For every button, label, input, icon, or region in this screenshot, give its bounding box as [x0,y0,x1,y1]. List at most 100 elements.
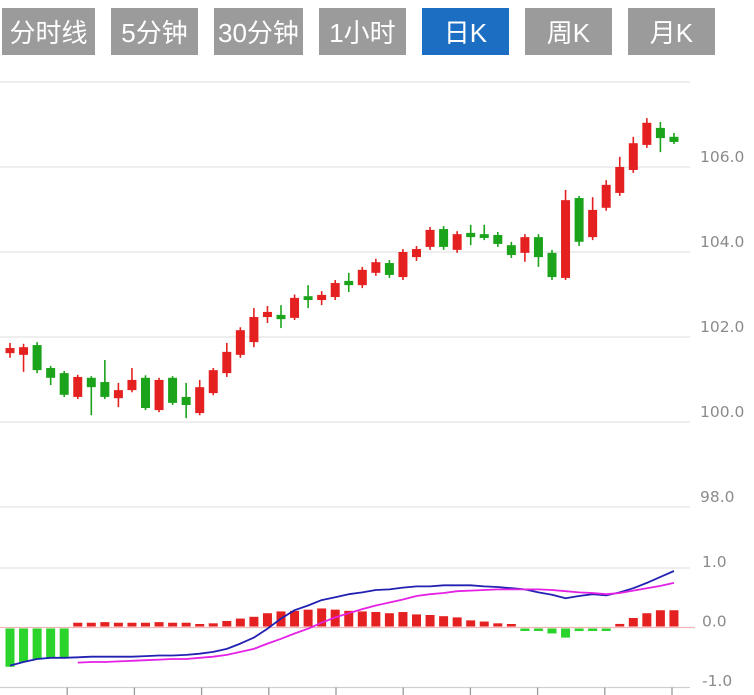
candle-body [290,297,300,318]
macd-hist-bar [59,628,69,658]
candle-body [168,377,178,403]
candle-body [452,234,462,250]
candle [493,232,503,247]
macd-hist-bar [262,613,272,627]
candle [655,121,665,153]
macd-hist-bar [628,617,638,627]
tab-7[interactable]: 月K [627,8,715,55]
macd-hist-bar [669,610,679,627]
candle-body [384,263,394,275]
macd-hist-bar [195,624,205,627]
candle-body [412,249,421,258]
candle [533,234,543,267]
candle [46,365,56,386]
candle [588,197,598,241]
candle-body [262,311,272,318]
candle [357,266,367,289]
candle-body [317,294,327,301]
candle [371,258,381,276]
tab-1[interactable]: 分时线 [2,8,95,55]
candle [466,224,476,246]
macd-hist-bar [601,628,611,631]
candle [19,343,29,372]
macd-hist-bar [398,612,408,627]
candle [154,377,164,413]
y-axis-label: 1.0 [702,553,727,571]
candle-body [19,347,29,355]
candle [344,272,354,292]
tab-3[interactable]: 30分钟 [214,8,303,55]
grid-layer [0,81,695,629]
candle-body [533,237,543,258]
dif-line [9,570,675,667]
candle-body [249,317,259,343]
candle-body [628,143,638,170]
candle [384,260,394,278]
candle [195,379,205,416]
macd-hist-bar [235,618,245,627]
candle [303,285,313,309]
macd-hist-bar [479,621,489,627]
macd-hist-bar [222,620,232,627]
candle-body [479,234,489,238]
macd-hist-bar [615,623,625,627]
macd-hist-bar [317,608,327,627]
candle-body [520,237,530,253]
macd-hist-bar [154,622,164,627]
macd-hist-bar [371,612,381,627]
candle [425,226,435,250]
macd-hist-bar [127,622,137,627]
candle-body [154,379,164,411]
candle-body [601,184,611,208]
macd-hist-bar [113,622,123,627]
macd-hist-bar [425,615,435,627]
y-axis-label: 102.0 [700,318,744,336]
candle-body [222,351,232,374]
macd-panel [5,570,679,667]
dea-line [77,582,675,664]
candle [615,156,625,196]
tab-2[interactable]: 5分钟 [111,8,198,55]
candle-body [59,373,69,395]
candle-body [506,245,516,255]
macd-hist-bar [86,622,96,627]
macd-hist-bar [181,622,191,627]
macd-hist-bar [168,622,178,627]
candle [168,376,178,405]
candle [330,280,340,301]
candle [113,382,123,408]
tab-4[interactable]: 1小时 [318,8,406,55]
macd-hist-bar [32,628,42,660]
macd-hist-bar [642,613,652,627]
candle-body [371,262,381,273]
macd-hist-bar [344,610,354,627]
candle-body [669,136,679,142]
candle-body [466,232,476,238]
candle [628,136,638,173]
candle-body [588,209,598,238]
candle-body [276,314,286,320]
candle-body [330,283,340,298]
candle-body [127,379,137,391]
candle-body [303,296,313,301]
candle-body [642,122,652,145]
candle [398,249,408,281]
tab-5[interactable]: 日K [421,8,509,55]
candle [181,382,191,419]
candle [235,327,245,358]
macd-hist-bar [655,610,665,627]
candle [208,368,218,396]
candle-body [46,368,56,378]
candle-body [439,229,449,247]
candle-body [493,235,503,244]
candle [249,308,259,348]
candle-body [73,376,83,397]
macd-hist-bar [5,628,15,667]
candle-body [344,280,354,286]
candle-body [235,330,245,355]
candle [642,118,652,148]
axis-layer: 106.0 104.0 102.0 100.0 98.0 1.0 0.0 -1.0 [0,148,744,695]
tab-6[interactable]: 周K [524,8,612,55]
